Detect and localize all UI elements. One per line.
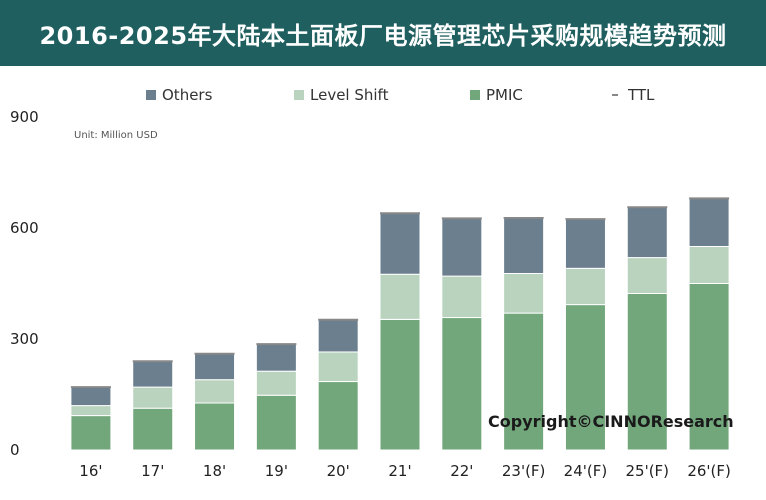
bar-pmic [317, 381, 359, 451]
bar-pmic [132, 407, 174, 451]
bar-pmic [379, 318, 421, 451]
bar-others [503, 217, 545, 275]
bar-others [317, 319, 359, 353]
bar-pmic [70, 415, 112, 451]
y-tick-label: 900 [10, 108, 39, 126]
legend-label-ttl: TTL [627, 86, 655, 104]
x-tick-label: 16' [79, 462, 102, 480]
legend-swatch-pmic [470, 90, 480, 100]
x-tick-label: 22' [450, 462, 473, 480]
copyright-notice: Copyright©CINNOResearch [488, 412, 734, 431]
bar-level-shift [441, 275, 483, 319]
x-tick-label: 23'(F) [502, 462, 546, 480]
bar-level-shift [132, 386, 174, 409]
x-tick-label: 21' [388, 462, 411, 480]
y-tick-label: 300 [10, 330, 39, 348]
x-tick-label: 20' [327, 462, 350, 480]
bar-pmic [503, 312, 545, 451]
legend-label-pmic: PMIC [486, 86, 523, 104]
legend-swatch-level-shift [294, 90, 304, 100]
bar-pmic [688, 283, 730, 451]
bar-level-shift [688, 246, 730, 284]
legend-label-level-shift: Level Shift [310, 86, 389, 104]
bar-pmic [564, 304, 606, 451]
bar-level-shift [255, 370, 297, 396]
y-tick-label: 600 [10, 219, 39, 237]
x-tick-label: 18' [203, 462, 226, 480]
bar-pmic [194, 402, 236, 451]
bar-others [441, 217, 483, 277]
x-tick-label: 26'(F) [687, 462, 731, 480]
bar-others [194, 353, 236, 381]
bar-level-shift [317, 351, 359, 383]
bar-pmic [441, 317, 483, 451]
chart-plot: 0 300 600 900 16' 17' 18' 19' 20' 21' 22' 23'(F) 24'… [10, 86, 731, 480]
bar-others [255, 343, 297, 372]
bar-level-shift [503, 273, 545, 314]
legend-label-others: Others [162, 86, 213, 104]
bar-others [132, 360, 174, 388]
chart-title: 2016-2025年大陆本土面板厂电源管理芯片采购规模趋势预测 [0, 0, 766, 66]
x-tick-label: 25'(F) [625, 462, 669, 480]
bar-level-shift [70, 405, 112, 417]
bar-others [379, 212, 421, 275]
x-tick-label: 17' [141, 462, 164, 480]
bar-level-shift [626, 257, 668, 294]
legend-swatch-others [146, 90, 156, 100]
x-tick-label: 19' [265, 462, 288, 480]
bar-level-shift [194, 379, 236, 404]
bar-others [626, 206, 668, 259]
bar-others [564, 218, 606, 269]
x-tick-label: 24'(F) [564, 462, 608, 480]
bar-others [70, 386, 112, 407]
y-tick-label: 0 [10, 441, 20, 459]
bar-others [688, 197, 730, 247]
bar-level-shift [379, 273, 421, 320]
unit-note: Unit: Million USD [74, 130, 158, 141]
bar-level-shift [564, 267, 606, 306]
bar-pmic [255, 394, 297, 451]
